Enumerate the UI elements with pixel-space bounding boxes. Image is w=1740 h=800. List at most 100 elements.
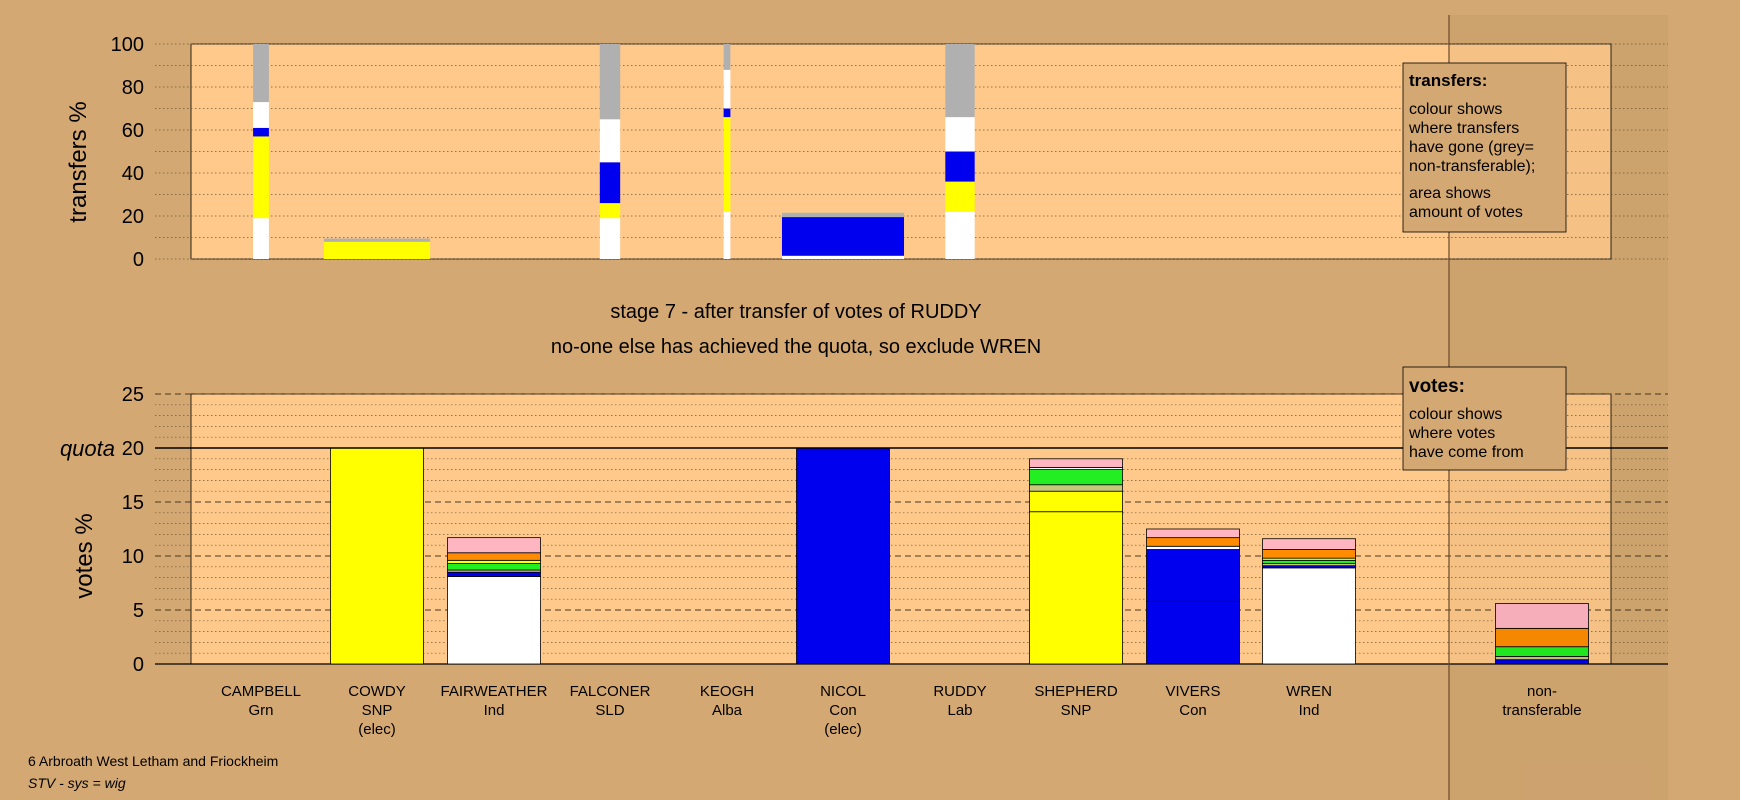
- transfers-legend-line: amount of votes: [1409, 204, 1523, 221]
- transfers-y-tick-label: 40: [122, 163, 144, 185]
- transfers-legend-line: where transfers: [1408, 120, 1519, 137]
- votes-panel: 0 5 10 15 20 25 CAMPBELL Grn COWDY SNP (elec) FAIR…: [60, 384, 1668, 738]
- votes-y-ticks: 0 5 10 15 20 25: [122, 384, 144, 676]
- candidate-name-label: COWDY: [348, 683, 406, 700]
- candidate-name-label: FALCONER: [570, 683, 651, 700]
- votes-legend-line: where votes: [1408, 425, 1495, 442]
- transfer-segment-cowdy: [323, 238, 431, 242]
- transfer-segment-keogh: [723, 108, 731, 118]
- transfers-legend-line: non-transferable);: [1409, 158, 1535, 175]
- candidate-status-label: (elec): [824, 721, 862, 738]
- candidate-name-label: RUDDY: [933, 683, 986, 700]
- transfer-segment-falconer: [599, 44, 621, 120]
- quota-label: quota: [60, 436, 115, 461]
- votes-x-labels: CAMPBELL Grn COWDY SNP (elec) FAIRWEATHER Ind F…: [221, 683, 1582, 738]
- candidate-party-label: Con: [829, 702, 857, 719]
- vote-segment-shepherd: [1029, 490, 1123, 513]
- transfer-segment-falconer: [599, 218, 621, 259]
- vote-segment-shepherd: [1029, 458, 1123, 468]
- transfer-segment-campbell: [253, 218, 269, 259]
- votes-legend-title: votes:: [1409, 376, 1465, 397]
- transfer-segment-nicol: [781, 212, 905, 218]
- transfer-segment-keogh: [723, 117, 731, 212]
- transfers-legend-title: transfers:: [1409, 71, 1487, 90]
- vote-segment-vivers: [1146, 549, 1240, 602]
- votes-plot-area: [190, 393, 1612, 665]
- transfer-segment-campbell: [253, 136, 269, 219]
- candidate-party-label: Con: [1179, 702, 1207, 719]
- vote-segment-shepherd: [1029, 511, 1123, 665]
- transfer-segment-campbell: [253, 127, 269, 137]
- transfers-panel: 0 20 40 60 80 100 transfers %: [65, 34, 1668, 271]
- vote-segment-fairweather: [447, 576, 541, 665]
- votes-y-tick-label: 25: [122, 384, 144, 406]
- transfer-segment-ruddy: [945, 181, 975, 212]
- transfers-y-tick-label: 100: [111, 34, 144, 56]
- transfers-bars: [253, 44, 975, 259]
- transfer-segment-falconer: [599, 203, 621, 219]
- vote-segment-wren: [1262, 549, 1356, 559]
- vote-segment-shepherd: [1029, 484, 1123, 492]
- transfer-segment-ruddy: [945, 44, 975, 118]
- vote-segment-wren: [1262, 538, 1356, 550]
- votes-y-tick-label: 20: [122, 438, 144, 460]
- transfer-segment-falconer: [599, 119, 621, 163]
- candidate-party-label: Lab: [947, 702, 972, 719]
- transfer-segment-keogh: [723, 44, 731, 70]
- votes-y-tick-label: 5: [133, 600, 144, 622]
- votes-y-tick-label: 10: [122, 546, 144, 568]
- transfer-segment-falconer: [599, 162, 621, 204]
- stage-subtitle: no-one else has achieved the quota, so e…: [551, 336, 1041, 358]
- candidate-name-label: CAMPBELL: [221, 683, 301, 700]
- vote-segment-cowdy: [330, 447, 424, 665]
- transfers-legend-line: colour shows: [1409, 101, 1502, 118]
- transfers-y-tick-label: 80: [122, 77, 144, 99]
- transfers-legend: transfers: colour shows where transfers …: [1402, 62, 1567, 233]
- transfer-segment-ruddy: [945, 117, 975, 152]
- vote-segment-wren: [1262, 567, 1356, 665]
- transfer-segment-campbell: [253, 44, 269, 103]
- candidate-party-label: Grn: [248, 702, 273, 719]
- transfers-y-tick-label: 60: [122, 120, 144, 142]
- vote-segment-vivers: [1146, 537, 1240, 547]
- vote-segment-fairweather: [447, 559, 541, 564]
- transfers-y-tick-label: 20: [122, 206, 144, 228]
- votes-legend: votes: colour shows where votes have com…: [1402, 366, 1567, 471]
- transfer-segment-keogh: [723, 211, 731, 259]
- votes-y-axis-label: votes %: [71, 513, 98, 598]
- vote-segment-fairweather: [447, 563, 541, 571]
- candidate-party-label: Alba: [712, 702, 743, 719]
- transfer-segment-ruddy: [945, 211, 975, 259]
- transfer-segment-nicol: [781, 217, 905, 256]
- candidate-name-label: KEOGH: [700, 683, 754, 700]
- nontransferable-label: non-: [1527, 683, 1557, 700]
- count-system: STV - sys = wig: [28, 775, 126, 791]
- ward-name: 6 Arbroath West Letham and Friockheim: [28, 753, 278, 769]
- candidate-status-label: (elec): [358, 721, 396, 738]
- votes-bars: [330, 447, 1589, 665]
- vote-segment-vivers: [1146, 600, 1240, 665]
- vote-segment-shepherd: [1029, 469, 1123, 486]
- transfers-legend-line: area shows: [1409, 185, 1491, 202]
- votes-y-tick-label: 15: [122, 492, 144, 514]
- vote-segment-fairweather: [447, 571, 541, 577]
- vote-segment-fairweather: [447, 537, 541, 554]
- votes-legend-line: have come from: [1409, 444, 1524, 461]
- candidate-name-label: WREN: [1286, 683, 1332, 700]
- transfers-legend-line: have gone (grey=: [1409, 139, 1534, 156]
- transfers-y-axis-label: transfers %: [65, 101, 92, 222]
- transfer-segment-keogh: [723, 69, 731, 109]
- transfers-y-ticks: 0 20 40 60 80 100: [111, 34, 144, 271]
- candidate-party-label: SNP: [1061, 702, 1092, 719]
- vote-segment-wren: [1262, 559, 1356, 564]
- transfer-segment-ruddy: [945, 151, 975, 182]
- transfer-segment-nicol: [781, 255, 905, 259]
- transfers-legend-box: [1402, 62, 1567, 233]
- vote-segment-vivers: [1146, 528, 1240, 539]
- vote-segment-non-transferable: [1495, 603, 1589, 629]
- transfer-segment-cowdy: [323, 241, 431, 259]
- candidate-party-label: SLD: [595, 702, 624, 719]
- candidate-party-label: SNP: [362, 702, 393, 719]
- candidate-name-label: FAIRWEATHER: [441, 683, 548, 700]
- transfers-y-tick-label: 0: [133, 249, 144, 271]
